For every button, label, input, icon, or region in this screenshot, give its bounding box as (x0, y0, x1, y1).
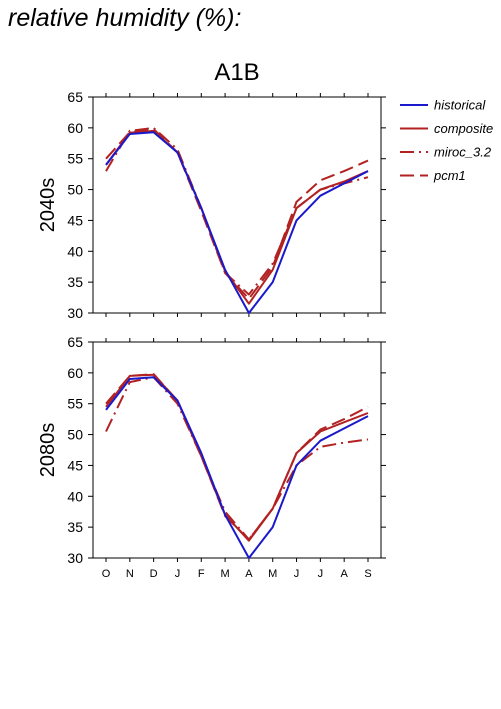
x-tick-label: J (175, 568, 181, 580)
legend-label: composite (434, 121, 493, 136)
series-line-historical (105, 131, 369, 314)
y-tick-label: 55 (67, 396, 83, 412)
y-tick-label: 35 (67, 274, 83, 290)
legend-label: pcm1 (433, 168, 466, 183)
series-line-miroc-3-2 (105, 376, 369, 541)
x-tick-label: N (126, 568, 134, 580)
y-tick-label: 65 (67, 334, 83, 350)
series-line-historical (105, 376, 369, 559)
series-line-miroc-3-2 (105, 126, 369, 296)
y-tick-label: 60 (67, 365, 83, 381)
chart-title: A1B (214, 59, 259, 86)
series-line-composite (105, 129, 369, 305)
y-tick-label: 30 (67, 550, 83, 566)
x-tick-label: A (341, 568, 349, 580)
page-heading: relative humidity (%): (8, 4, 242, 32)
x-tick-label: A (245, 568, 253, 580)
panel-frame (92, 341, 382, 559)
y-tick-label: 60 (67, 120, 83, 136)
y-tick-label: 35 (67, 519, 83, 535)
legend-label: historical (434, 98, 486, 113)
x-tick-label: F (198, 568, 205, 580)
y-tick-label: 45 (67, 457, 83, 473)
legend-label: miroc_3.2 (434, 145, 492, 160)
y-tick-label: 55 (67, 151, 83, 167)
y-tick-label: 40 (67, 243, 83, 259)
y-tick-label: 45 (67, 212, 83, 228)
y-tick-label: 50 (67, 427, 83, 443)
x-tick-label: S (364, 568, 371, 580)
x-tick-label: M (221, 568, 230, 580)
x-tick-label: D (150, 568, 158, 580)
x-tick-label: J (294, 568, 300, 580)
panel-label: 2040s (37, 178, 59, 233)
series-line-composite (105, 373, 369, 542)
y-tick-label: 65 (67, 89, 83, 105)
series-line-pcm1 (105, 373, 369, 541)
panel-label: 2080s (37, 423, 59, 478)
x-tick-label: J (318, 568, 324, 580)
y-tick-label: 30 (67, 305, 83, 321)
y-tick-label: 50 (67, 182, 83, 198)
panel-frame (92, 96, 382, 314)
series-line-pcm1 (105, 128, 369, 300)
y-tick-label: 40 (67, 488, 83, 504)
x-tick-label: M (268, 568, 277, 580)
x-tick-label: O (102, 568, 111, 580)
